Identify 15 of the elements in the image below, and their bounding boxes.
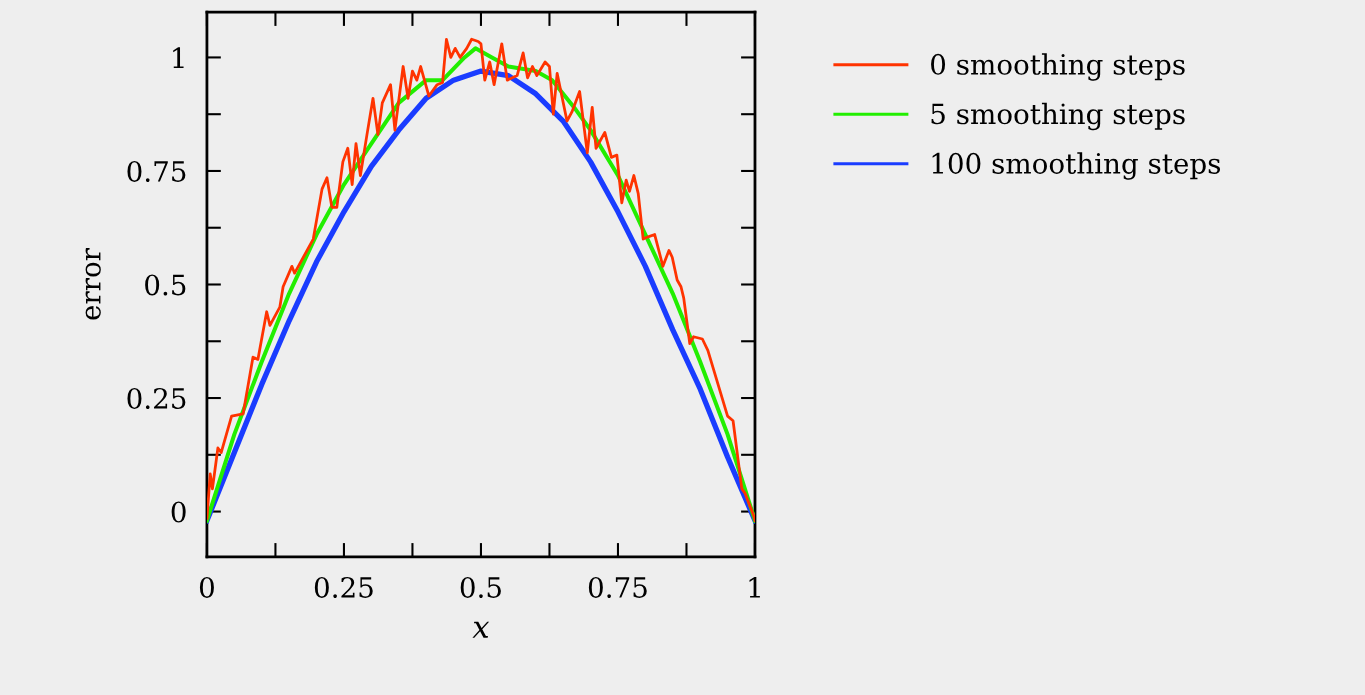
y-tick-label: 1 xyxy=(173,47,184,68)
x-tick-label: 0.25 xyxy=(314,576,373,598)
x-tick-label: 0 xyxy=(199,576,214,598)
legend-label: 5 smoothing steps xyxy=(931,102,1185,131)
x-tick-label: 0.5 xyxy=(460,576,501,598)
legend-label: 100 smoothing steps xyxy=(932,152,1221,180)
y-tick-label: 0.5 xyxy=(145,274,186,296)
x-tick-label: 0.75 xyxy=(588,576,647,598)
y-tick-label: 0 xyxy=(171,501,186,523)
y-axis-title: error xyxy=(85,248,101,320)
y-tick-label: 0.25 xyxy=(127,387,186,409)
legend-label: 0 smoothing steps xyxy=(931,53,1185,81)
x-tick-label: 1 xyxy=(749,576,760,598)
y-tick-label: 0.75 xyxy=(127,160,186,182)
x-axis-title: x xyxy=(472,621,490,638)
